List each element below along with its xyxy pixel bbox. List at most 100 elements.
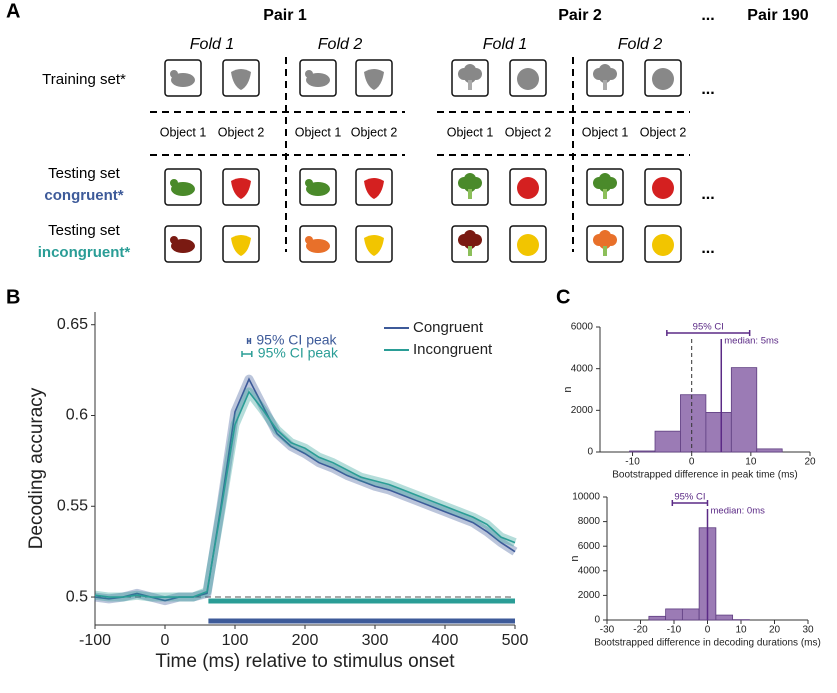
ellipsis: ...	[701, 7, 714, 24]
ci-label: 95% CI	[674, 492, 705, 503]
object-icon	[355, 225, 393, 263]
icon-shape	[170, 236, 178, 244]
bar	[756, 448, 783, 453]
icon-shape	[652, 234, 674, 256]
object-label: Object 1	[582, 125, 629, 139]
object-icon	[451, 59, 489, 97]
icon-shape	[603, 246, 607, 256]
x-tick-label: 20	[769, 625, 781, 636]
object-icon	[299, 59, 337, 97]
object-icon	[164, 59, 202, 97]
object-icon	[355, 59, 393, 97]
ci-label: 95% CI	[693, 322, 724, 333]
icon-shape	[305, 236, 313, 244]
median-label: median: 5ms	[724, 336, 779, 347]
icon-shape	[464, 180, 476, 192]
y-tick-label: 2000	[578, 590, 601, 601]
x-axis-label: Bootstrapped difference in decoding dura…	[594, 638, 821, 649]
object-icon	[299, 225, 337, 263]
y-tick-label: 0	[594, 615, 600, 626]
icon-shape	[599, 71, 611, 83]
x-tick-label: 300	[362, 632, 389, 649]
x-tick-label: 0	[689, 457, 695, 468]
x-tick-label: 400	[432, 632, 459, 649]
object-icon	[509, 168, 547, 206]
object-label: Object 1	[447, 125, 494, 139]
object-label: Object 2	[640, 125, 687, 139]
icon-shape	[599, 180, 611, 192]
object-icon	[222, 168, 260, 206]
x-tick-label: -10	[667, 625, 682, 636]
x-tick-label: -20	[633, 625, 648, 636]
ellipsis: ...	[701, 240, 714, 257]
median-label: median: 0ms	[711, 506, 766, 517]
object-icon	[644, 225, 682, 263]
x-tick-label: 10	[735, 625, 747, 636]
icon-shape	[364, 69, 384, 90]
row-label: Testing set	[48, 165, 121, 182]
peak-ci	[241, 351, 253, 357]
icon-shape	[364, 235, 384, 256]
icon-shape	[603, 189, 607, 199]
bar	[629, 450, 656, 453]
icon-shape	[305, 70, 313, 78]
object-icon	[355, 168, 393, 206]
ellipsis: ...	[701, 186, 714, 203]
x-tick-label: 500	[502, 632, 529, 649]
divider	[150, 57, 690, 252]
row-label: Training set*	[42, 71, 126, 88]
pair-title: Pair 190	[747, 7, 808, 24]
bar	[681, 608, 700, 621]
y-tick-label: 10000	[572, 492, 600, 503]
x-axis-label: Time (ms) relative to stimulus onset	[155, 651, 455, 672]
x-tick-label: 0	[161, 632, 170, 649]
x-tick-label: 20	[804, 457, 816, 468]
object-icon	[509, 225, 547, 263]
y-tick-label: 0.5	[66, 588, 88, 605]
pair-title: Pair 1	[263, 7, 307, 24]
y-tick-label: 8000	[578, 516, 601, 527]
object-icon	[644, 168, 682, 206]
object-icon	[451, 225, 489, 263]
icon-shape	[468, 189, 472, 199]
legend-label: Incongruent	[413, 341, 493, 358]
peak-ci	[246, 338, 252, 344]
y-tick-label: 6000	[578, 541, 601, 552]
x-tick-label: 0	[705, 625, 711, 636]
row-label: incongruent*	[38, 244, 131, 261]
fold-title: Fold 1	[483, 36, 527, 53]
icon-shape	[517, 234, 539, 256]
bar	[705, 412, 732, 453]
icon-shape	[468, 246, 472, 256]
bar	[730, 367, 758, 453]
icon-shape	[231, 178, 251, 199]
icon-shape	[603, 80, 607, 90]
object-icon	[586, 168, 624, 206]
ci-band	[94, 387, 517, 602]
bar	[680, 394, 707, 453]
bar	[648, 615, 667, 621]
y-axis-label: n	[569, 555, 581, 561]
bar	[665, 608, 683, 621]
ci-bracket	[671, 500, 709, 506]
object-icon	[222, 225, 260, 263]
object-icon	[299, 168, 337, 206]
fold-title: Fold 2	[318, 36, 363, 53]
y-tick-label: 6000	[571, 322, 594, 333]
legend-label: Congruent	[413, 319, 484, 336]
object-label: Object 1	[295, 125, 342, 139]
y-axis-label: Decoding accuracy	[26, 387, 47, 549]
object-label: Object 2	[505, 125, 552, 139]
x-tick-label: -10	[625, 457, 640, 468]
x-tick-label: 100	[222, 632, 249, 649]
y-tick-label: 2000	[571, 405, 594, 416]
icon-shape	[231, 235, 251, 256]
icon-shape	[464, 71, 476, 83]
y-tick-label: 0.55	[57, 497, 88, 514]
fold-title: Fold 2	[618, 36, 663, 53]
icon-shape	[652, 68, 674, 90]
y-tick-label: 4000	[571, 363, 594, 374]
bar	[654, 430, 681, 453]
panel-label: A	[6, 0, 20, 22]
